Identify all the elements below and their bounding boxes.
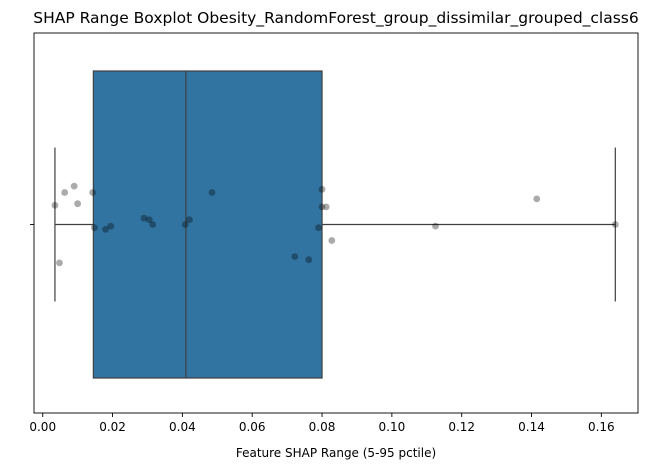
data-point [149,221,157,228]
chart-title: SHAP Range Boxplot Obesity_RandomForest_… [33,9,639,28]
data-point [91,224,98,232]
data-point [328,237,336,244]
x-tick-label: 0.08 [309,420,336,434]
x-tick-label: 0.04 [169,420,196,434]
x-tick-label: 0.12 [448,420,475,434]
data-point [181,221,189,228]
data-point [318,185,326,193]
x-axis-label: Feature SHAP Range (5-95 pctile) [236,446,436,460]
x-tick-label: 0.10 [379,420,406,434]
x-tick-label: 0.00 [29,420,56,434]
data-point [432,222,439,230]
data-point [322,203,330,211]
data-point [533,195,541,203]
x-tick-label: 0.02 [99,420,126,434]
points-layer [51,182,619,267]
data-point [70,182,78,190]
data-point [291,253,299,260]
data-point [74,200,82,208]
x-tick-label: 0.16 [588,420,615,434]
data-point [318,203,326,211]
data-point [140,214,148,222]
data-point [51,201,59,209]
data-point [107,222,115,230]
data-point [185,216,193,224]
data-point [305,256,313,264]
data-point [61,189,69,196]
data-point [208,189,216,196]
data-point [315,224,322,232]
x-tick-label: 0.14 [518,420,545,434]
x-tick-label: 0.06 [239,420,266,434]
data-point [145,216,153,224]
data-point [102,225,109,233]
data-point [56,259,63,267]
data-point [89,189,97,196]
box-layer [54,70,616,379]
x-axis: 0.00 0.02 0.04 0.06 0.08 0.10 0.12 0.14 0.16 [29,413,615,434]
box-iqr [92,70,323,379]
plot-frame [33,32,639,414]
data-point [611,221,619,228]
